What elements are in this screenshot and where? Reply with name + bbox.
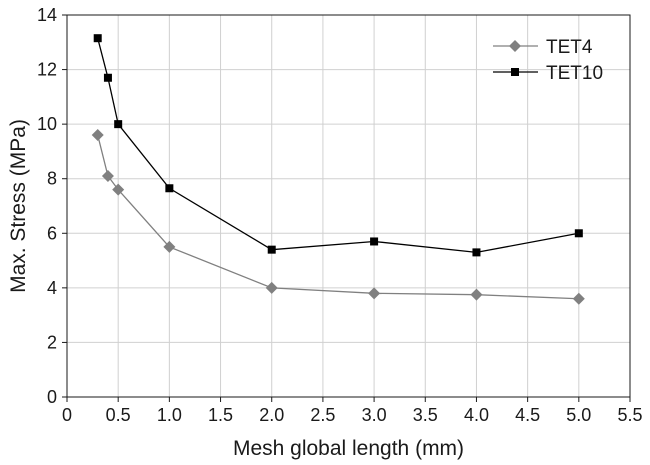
y-tick-label: 14 [37,5,57,25]
x-tick-label: 2.0 [259,405,284,425]
plot-series [91,34,585,305]
y-tick-label: 2 [47,332,57,352]
x-tick-label: 0 [62,405,72,425]
data-point-tet10 [472,248,481,257]
x-axis-title: Mesh global length (mm) [233,437,464,460]
data-point-tet10 [93,34,102,43]
legend-marker-shape [509,40,521,52]
x-tick-label: 3.0 [362,405,387,425]
x-tick-label: 3.5 [413,405,438,425]
y-tick-label: 4 [47,278,57,298]
data-point-tet10 [103,73,112,82]
data-point-tet10 [114,120,123,129]
x-tick-label: 4.0 [464,405,489,425]
legend-marker-shape [511,68,519,76]
legend-item-tet10: TET10 [493,63,603,84]
x-tick-label: 1.5 [208,405,233,425]
y-tick-label: 6 [47,223,57,243]
y-tick-label: 0 [47,387,57,407]
legend: TET4 TET10 [493,37,603,84]
legend-label-tet4: TET4 [546,37,593,58]
data-point-tet4 [265,281,278,294]
data-point-tet4 [101,169,114,182]
x-tick-label: 5.0 [566,405,591,425]
x-tick-label: 2.5 [310,405,335,425]
data-point-tet4 [91,129,104,142]
x-tick-label: 0.5 [106,405,131,425]
legend-marker-tet10 [511,68,519,76]
x-tick-label: 5.5 [617,405,642,425]
series-tet4 [91,129,585,305]
data-point-tet10 [370,237,379,246]
x-tick-label: 4.5 [515,405,540,425]
legend-label-tet10: TET10 [546,63,603,84]
x-tick-label: 1.0 [157,405,182,425]
plot-frame [66,14,631,398]
legend-marker-tet4 [509,40,521,52]
series-line-tet10 [97,38,579,254]
data-point-tet4 [572,292,585,305]
data-point-tet10 [574,229,583,238]
grid-lines [67,15,630,397]
data-point-tet4 [470,288,483,301]
y-tick-label: 10 [37,114,57,134]
series-tet10 [93,34,583,257]
data-point-tet4 [112,183,125,196]
y-tick-label: 12 [37,60,57,80]
y-axis-title: Max. Stress (MPa) [7,119,30,293]
series-line-tet4 [97,134,579,300]
data-point-tet4 [163,240,176,253]
x-axis-ticks: 0 0.5 1.0 1.5 2.0 2.5 3.0 3.5 4.0 4.5 5.0 5.5 [62,397,643,425]
y-tick-label: 8 [47,169,57,189]
data-point-tet10 [267,245,276,254]
data-point-tet4 [368,287,381,300]
legend-item-tet4: TET4 [493,37,593,58]
y-axis-ticks: 0 2 4 6 8 10 12 14 [37,5,67,407]
data-point-tet10 [165,184,174,193]
